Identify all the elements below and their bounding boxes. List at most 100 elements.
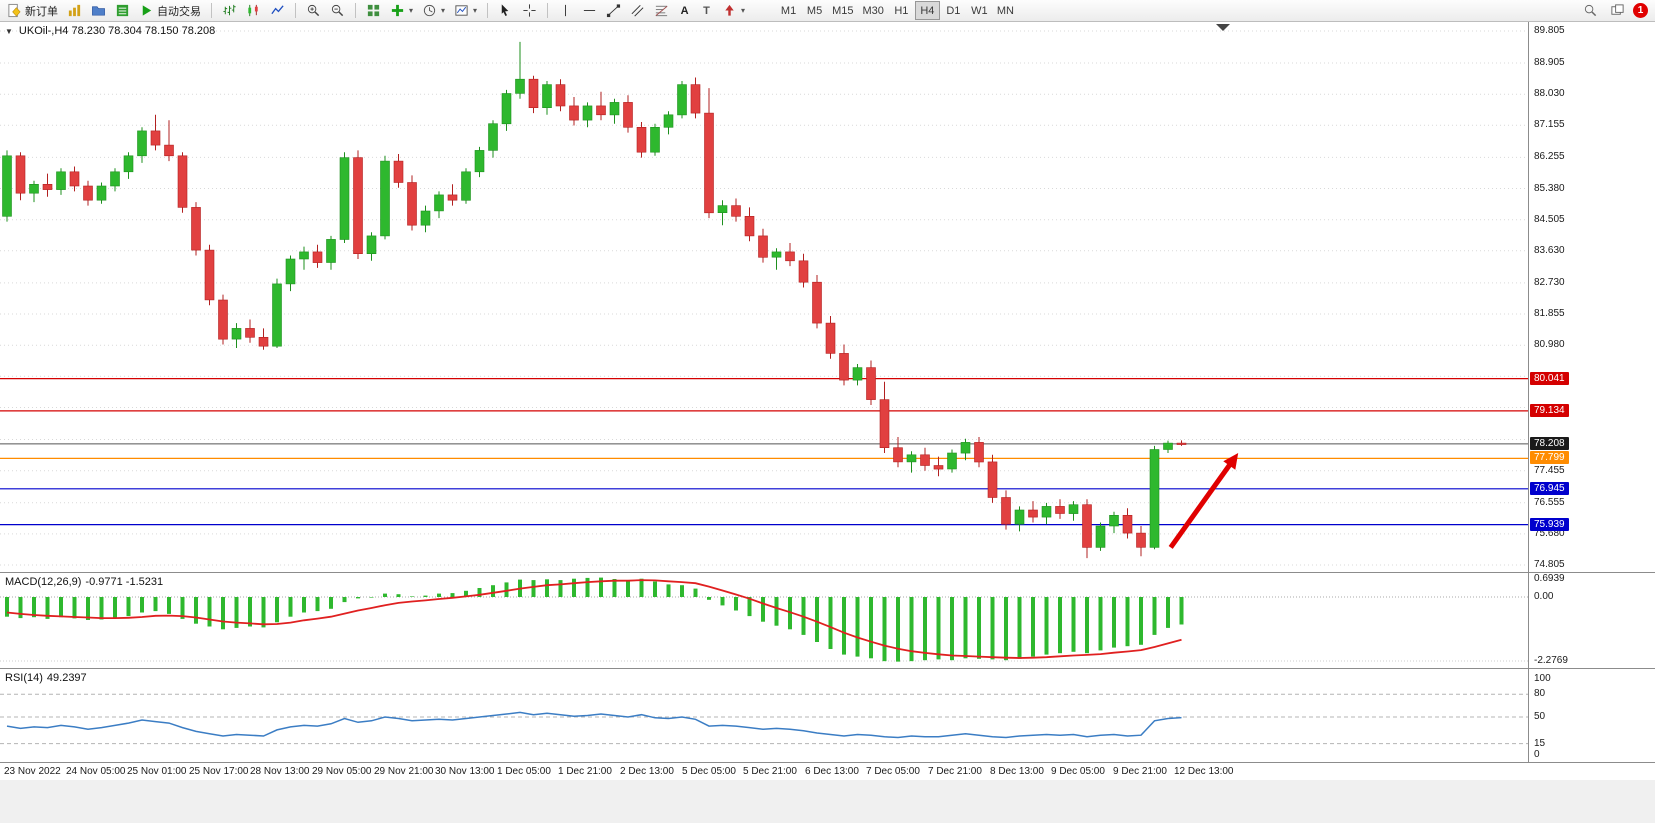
- one-click-trading-toggle[interactable]: ▼: [5, 26, 13, 36]
- candlestick-mode-button[interactable]: [242, 1, 265, 20]
- toolbar-right-group: 1: [1579, 1, 1652, 20]
- price-axis-label: 88.030: [1534, 88, 1565, 99]
- macd-axis[interactable]: 0.6939 0.00 -2.2769: [1529, 573, 1655, 668]
- chart-shift-marker[interactable]: [1216, 24, 1230, 31]
- rsi-scale-label: 100: [1534, 673, 1551, 684]
- crosshair-tool-button[interactable]: [518, 1, 541, 20]
- price-badge: 79.134: [1530, 404, 1569, 417]
- toolbar-separator: [487, 3, 489, 18]
- rsi-axis[interactable]: 100 80 50 15 0: [1529, 669, 1655, 762]
- chevron-down-icon: ▾: [473, 6, 478, 15]
- trendline-icon: [606, 3, 621, 18]
- line-chart-mode-button[interactable]: [266, 1, 289, 20]
- indicators-menu-button[interactable]: ▾: [386, 1, 417, 20]
- price-axis-label: 82.730: [1534, 277, 1565, 288]
- price-axis-label: 80.980: [1534, 339, 1565, 350]
- templates-menu-button[interactable]: ▾: [450, 1, 481, 20]
- price-badge: 76.945: [1530, 482, 1569, 495]
- zoom-in-icon: [306, 3, 321, 18]
- price-axis-label: 84.505: [1534, 214, 1565, 225]
- search-button[interactable]: [1579, 1, 1602, 20]
- horizontal-level-lines[interactable]: [0, 378, 1528, 526]
- time-axis-label: 25 Nov 17:00: [189, 766, 249, 777]
- time-axis-label: 25 Nov 01:00: [127, 766, 187, 777]
- price-gridlines: [0, 30, 1528, 566]
- timeframe-m1-button[interactable]: M1: [776, 1, 801, 20]
- new-chart-button[interactable]: [63, 1, 86, 20]
- toolbar-separator: [355, 3, 356, 18]
- timeframe-mn-button[interactable]: MN: [993, 1, 1018, 20]
- timeframe-m15-button[interactable]: M15: [828, 1, 857, 20]
- tile-windows-button[interactable]: [362, 1, 385, 20]
- market-watch-button[interactable]: [111, 1, 134, 20]
- time-axis-label: 12 Dec 13:00: [1174, 766, 1234, 777]
- cursor-icon: [498, 3, 513, 18]
- time-axis-label: 29 Nov 05:00: [312, 766, 372, 777]
- new-chart-icon: [67, 3, 82, 18]
- timeframe-h1-button[interactable]: H1: [889, 1, 914, 20]
- time-axis-label: 24 Nov 05:00: [66, 766, 126, 777]
- rsi-panel[interactable]: RSI(14) 49.2397: [0, 669, 1528, 762]
- trend-arrow-annotation[interactable]: [1168, 453, 1239, 549]
- price-badge: 80.041: [1530, 372, 1569, 385]
- macd-label: MACD(12,26,9): [5, 576, 82, 588]
- chart-region: ▼ UKOil-,H4 78.230 78.304 78.150 78.208 …: [0, 22, 1655, 780]
- horizontal-line-tool-button[interactable]: [578, 1, 601, 20]
- macd-header: MACD(12,26,9) -0.9771 -1.5231: [5, 576, 163, 588]
- timeframe-m5-button[interactable]: M5: [802, 1, 827, 20]
- timeframe-d1-button[interactable]: D1: [941, 1, 966, 20]
- bar-chart-mode-button[interactable]: [218, 1, 241, 20]
- time-axis-label: 9 Dec 21:00: [1113, 766, 1167, 777]
- price-axis-label: 88.905: [1534, 57, 1565, 68]
- time-axis-label: 5 Dec 21:00: [743, 766, 797, 777]
- time-axis[interactable]: 23 Nov 2022 24 Nov 05:00 25 Nov 01:00 25 No…: [0, 763, 1655, 780]
- trendline-tool-button[interactable]: [602, 1, 625, 20]
- text-tool-button[interactable]: A: [674, 1, 695, 20]
- time-axis-label: 9 Dec 05:00: [1051, 766, 1105, 777]
- chevron-down-icon: ▾: [409, 6, 414, 15]
- price-chart-panel[interactable]: ▼ UKOil-,H4 78.230 78.304 78.150 78.208: [0, 22, 1528, 572]
- periods-menu-button[interactable]: ▾: [418, 1, 449, 20]
- chart-title-text: UKOil-,H4 78.230 78.304 78.150 78.208: [18, 25, 216, 37]
- time-axis-label: 1 Dec 21:00: [558, 766, 612, 777]
- timeframe-w1-button[interactable]: W1: [967, 1, 992, 20]
- panel-splitter[interactable]: [0, 572, 1655, 573]
- zoom-in-button[interactable]: [302, 1, 325, 20]
- rsi-value: 49.2397: [46, 672, 87, 684]
- macd-scale-label: 0.00: [1534, 591, 1554, 602]
- price-axis-label: 76.555: [1534, 497, 1565, 508]
- add-indicator-icon: [390, 3, 405, 18]
- panel-splitter[interactable]: [0, 762, 1655, 763]
- channel-tool-button[interactable]: [626, 1, 649, 20]
- timeframe-h4-button[interactable]: H4: [914, 1, 940, 20]
- crosshair-icon: [522, 3, 537, 18]
- price-axis-label: 87.155: [1534, 119, 1565, 130]
- main-toolbar: 新订单 自动交易 ▾ ▾ ▾: [0, 0, 1655, 22]
- auto-trading-button[interactable]: 自动交易: [135, 1, 205, 20]
- notification-badge[interactable]: 1: [1633, 3, 1648, 18]
- cursor-tool-button[interactable]: [494, 1, 517, 20]
- horizontal-line-icon: [582, 3, 597, 18]
- price-axis[interactable]: 89.805 88.905 88.030 87.155 86.255 85.380 84.5…: [1529, 22, 1655, 572]
- profiles-button[interactable]: [87, 1, 110, 20]
- rsi-header: RSI(14) 49.2397: [5, 672, 87, 684]
- price-badge: 75.939: [1530, 518, 1569, 531]
- panel-splitter[interactable]: [0, 668, 1655, 669]
- label-tool-button[interactable]: T: [696, 1, 717, 20]
- line-chart-icon: [270, 3, 285, 18]
- zoom-out-button[interactable]: [326, 1, 349, 20]
- toolbar-separator: [547, 3, 549, 18]
- arrows-tool-button[interactable]: ▾: [718, 1, 749, 20]
- auto-trading-label: 自动交易: [157, 5, 201, 18]
- vertical-line-tool-button[interactable]: [554, 1, 577, 20]
- new-order-button[interactable]: 新订单: [3, 1, 62, 20]
- fibonacci-tool-button[interactable]: [650, 1, 673, 20]
- time-axis-label: 5 Dec 05:00: [682, 766, 736, 777]
- windows-button[interactable]: [1606, 1, 1629, 20]
- time-axis-label: 28 Nov 13:00: [250, 766, 310, 777]
- timeframe-m30-button[interactable]: M30: [858, 1, 887, 20]
- macd-values: -0.9771 -1.5231: [85, 576, 164, 588]
- macd-panel[interactable]: MACD(12,26,9) -0.9771 -1.5231: [0, 573, 1528, 668]
- time-axis-label: 7 Dec 21:00: [928, 766, 982, 777]
- time-axis-label: 7 Dec 05:00: [866, 766, 920, 777]
